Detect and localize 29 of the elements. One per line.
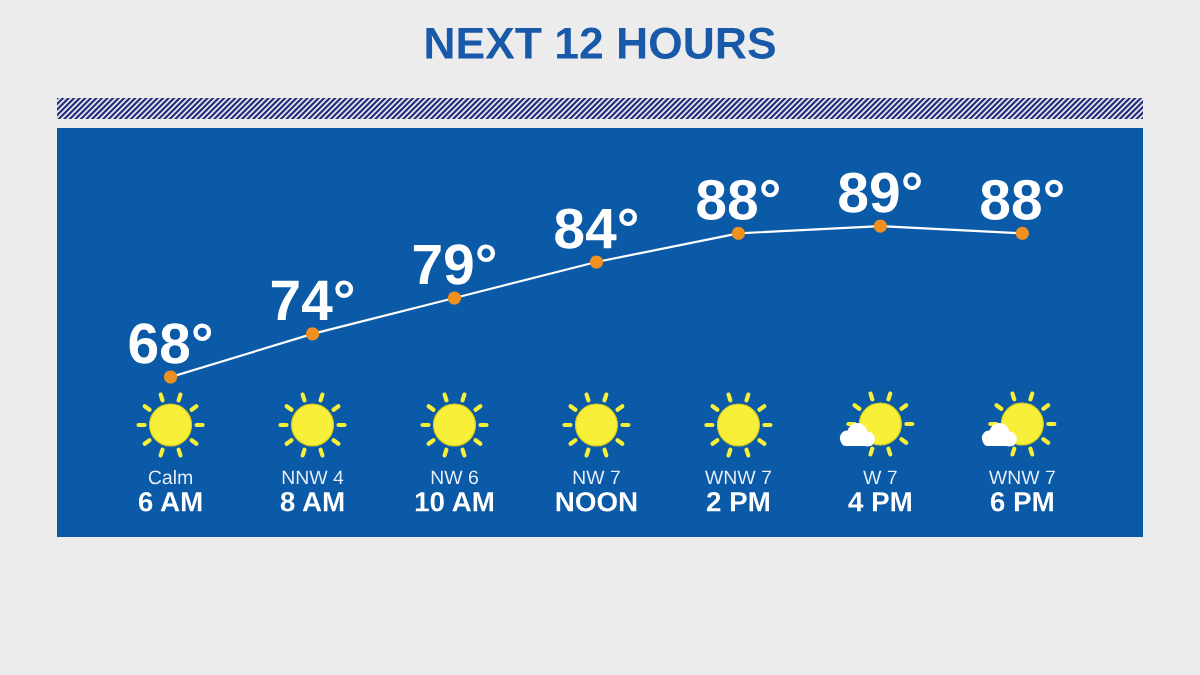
point — [163, 370, 178, 384]
data-label: 74° — [271, 280, 354, 321]
x-tick-label: 8 AM — [280, 491, 344, 512]
point — [873, 219, 887, 233]
chart-title: NEXT 12 HOURS — [426, 27, 775, 59]
text: WNW 7 — [705, 470, 771, 485]
x-tick-label: NOON — [556, 491, 637, 512]
text: Calm — [148, 469, 192, 485]
text: W 7 — [863, 470, 897, 485]
data-label: 88° — [981, 179, 1063, 220]
text: NW 7 — [573, 470, 620, 485]
point — [447, 291, 462, 305]
x-tick-label: 2 PM — [706, 491, 769, 512]
point — [589, 255, 604, 269]
x-tick-label: 6 AM — [138, 491, 202, 512]
point — [305, 327, 320, 341]
point — [731, 226, 745, 240]
data-label: 68° — [129, 323, 212, 364]
data-label: 79° — [413, 244, 496, 285]
data-label: 89° — [839, 172, 921, 213]
x-tick-label: 6 PM — [990, 491, 1053, 512]
text: NW 6 — [431, 470, 478, 485]
x-tick-label: 10 AM — [415, 491, 494, 512]
x-tick-label: 4 PM — [848, 492, 911, 512]
text: NNW 4 — [282, 470, 344, 485]
point — [1015, 226, 1029, 240]
data-label: 88° — [697, 179, 780, 220]
text: WNW 7 — [988, 470, 1055, 485]
data-label: 84° — [555, 208, 638, 249]
